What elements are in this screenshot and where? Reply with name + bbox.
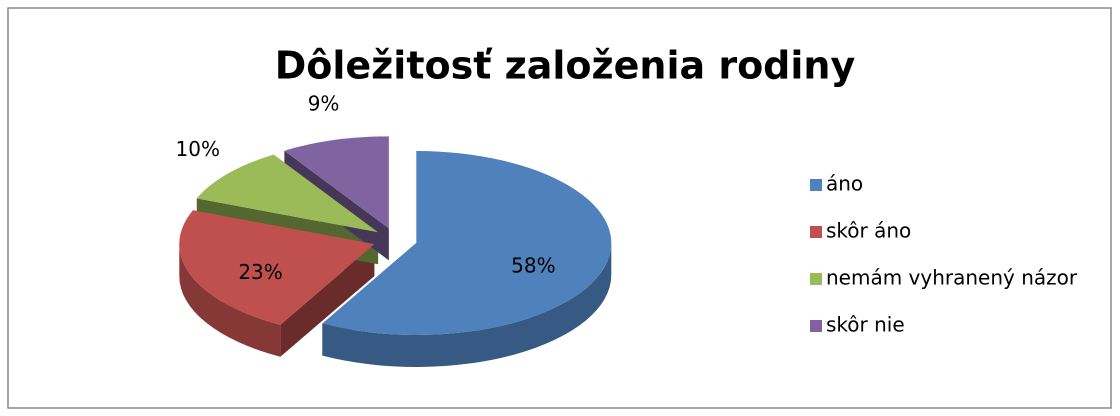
slice xyxy=(322,151,612,336)
legend-swatch xyxy=(810,179,822,191)
data-label: 23% xyxy=(238,260,282,284)
slice xyxy=(179,210,375,325)
legend-swatch xyxy=(810,273,822,285)
legend-swatch xyxy=(810,226,822,238)
data-label: 10% xyxy=(176,137,220,161)
chart-title: Dôležitosť založenia rodiny xyxy=(275,44,856,88)
slice xyxy=(284,136,389,229)
slice xyxy=(196,154,379,233)
legend-label: skôr áno xyxy=(826,219,911,243)
data-label: 58% xyxy=(511,254,555,278)
legend-swatch xyxy=(810,320,822,332)
legend-label: áno xyxy=(826,172,863,196)
legend-label: nemám vyhranený názor xyxy=(826,266,1078,290)
slice-wall xyxy=(322,243,612,368)
slice-wall xyxy=(179,244,281,357)
data-label: 9% xyxy=(308,92,340,116)
legend-label: skôr nie xyxy=(826,313,905,337)
slice-side xyxy=(280,244,375,357)
